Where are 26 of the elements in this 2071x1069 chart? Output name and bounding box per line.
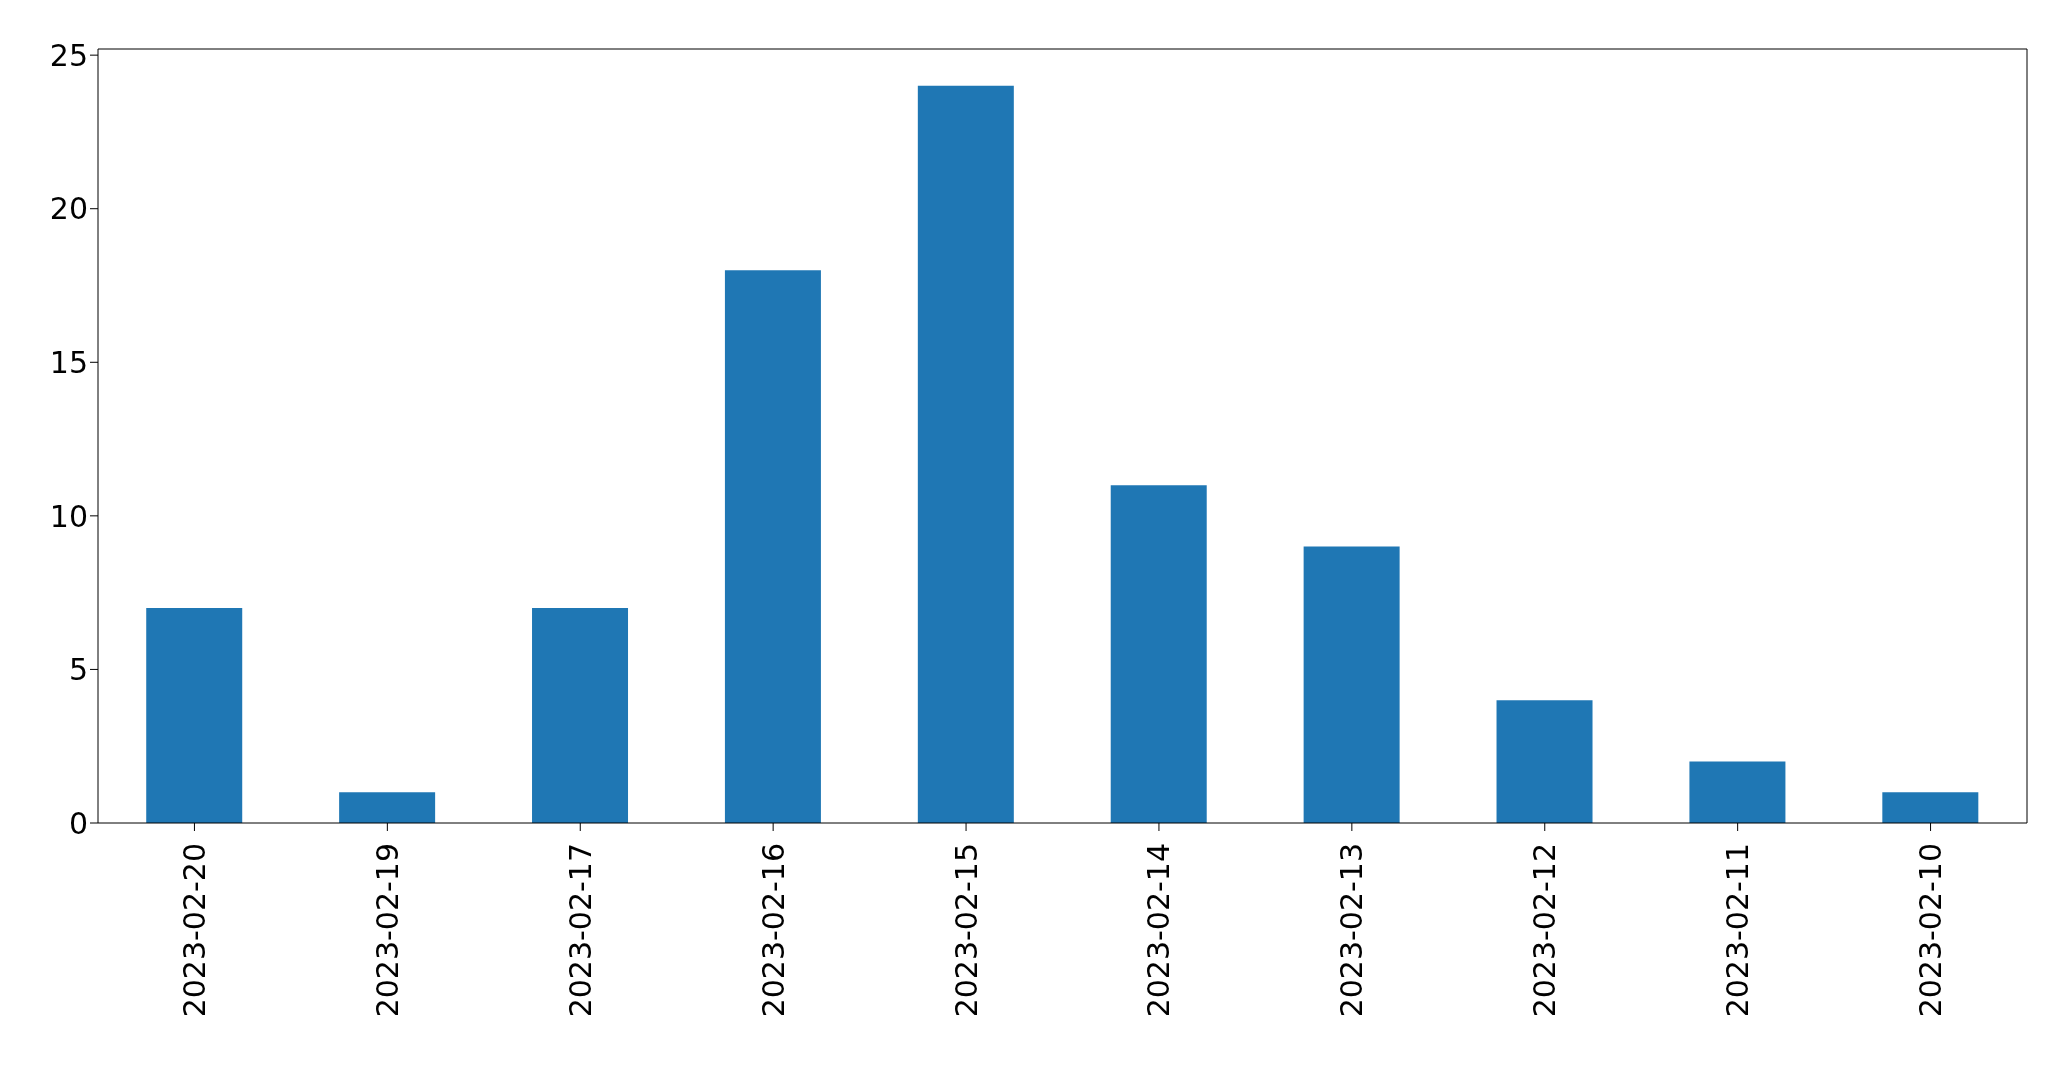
y-tick-label: 15 [49,344,88,380]
bar [1496,700,1593,823]
bar [1110,485,1207,823]
y-tick-label: 5 [68,652,88,688]
x-tick-label: 2023-02-15 [948,843,984,1018]
bar [1689,761,1786,823]
x-tick-label: 2023-02-19 [369,843,405,1018]
bar [917,85,1014,823]
bar [146,608,243,823]
x-tick-label: 2023-02-10 [1913,843,1949,1018]
x-tick-label: 2023-02-17 [562,843,598,1018]
x-tick-label: 2023-02-14 [1141,843,1177,1018]
x-tick-label: 2023-02-11 [1720,843,1756,1018]
y-tick-label: 10 [49,498,88,534]
x-tick-label: 2023-02-12 [1527,843,1563,1018]
bar [532,608,629,823]
y-tick-label: 25 [49,37,88,73]
bar [724,270,821,823]
x-tick-label: 2023-02-16 [755,843,791,1018]
y-tick-label: 20 [49,191,88,227]
x-tick-label: 2023-02-20 [176,843,212,1018]
bar [339,792,436,823]
bar [1882,792,1979,823]
bar [1303,546,1400,823]
y-tick-label: 0 [68,805,88,841]
x-tick-label: 2023-02-13 [1334,843,1370,1018]
